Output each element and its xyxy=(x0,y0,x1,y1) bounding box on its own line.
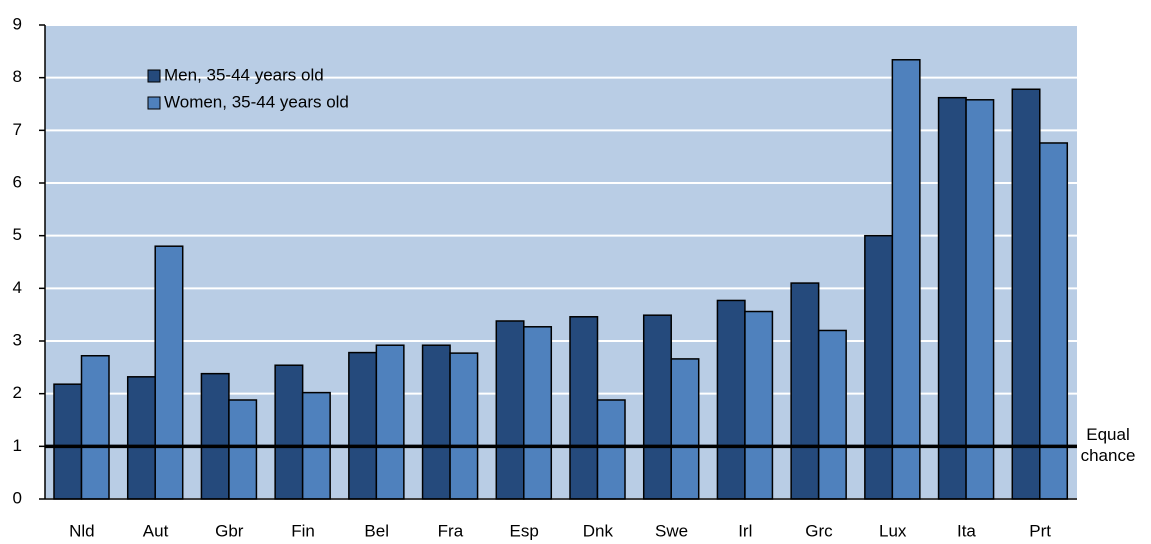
bar xyxy=(495,320,525,500)
bar xyxy=(817,329,847,500)
y-tick-label: 6 xyxy=(13,172,22,191)
x-tick-label: Fra xyxy=(438,521,464,540)
legend-label: Women, 35-44 years old xyxy=(164,92,349,111)
bar xyxy=(1011,88,1041,500)
x-tick-label: Bel xyxy=(364,521,389,540)
bar xyxy=(200,372,230,500)
x-tick-label: Aut xyxy=(143,521,169,540)
reference-label: chance xyxy=(1081,446,1136,465)
x-tick-label: Nld xyxy=(69,521,95,540)
x-tick-label: Fin xyxy=(291,521,315,540)
x-tick-label: Esp xyxy=(509,521,538,540)
x-tick-label: Swe xyxy=(655,521,688,540)
bar xyxy=(154,245,184,500)
bar xyxy=(1039,142,1069,500)
bar xyxy=(642,314,672,500)
legend-swatch xyxy=(147,69,161,83)
y-tick-label: 9 xyxy=(13,14,22,33)
x-tick-label: Irl xyxy=(738,521,752,540)
bar xyxy=(375,344,405,500)
bar xyxy=(790,282,820,500)
bar xyxy=(228,399,258,500)
bar xyxy=(523,326,553,500)
bar xyxy=(421,344,451,500)
y-tick-label: 8 xyxy=(13,67,22,86)
bar xyxy=(744,310,774,500)
x-tick-label: Lux xyxy=(879,521,907,540)
y-tick-label: 7 xyxy=(13,120,22,139)
x-tick-label: Dnk xyxy=(583,521,614,540)
bar xyxy=(126,376,156,500)
y-tick-label: 4 xyxy=(13,278,22,297)
x-tick-label: Grc xyxy=(805,521,833,540)
y-tick-label: 0 xyxy=(13,488,22,507)
bar xyxy=(80,354,110,500)
bar xyxy=(670,358,700,500)
y-tick-label: 2 xyxy=(13,383,22,402)
bar xyxy=(274,364,304,500)
y-tick-label: 3 xyxy=(13,330,22,349)
bar xyxy=(864,234,894,500)
bar xyxy=(965,99,995,500)
legend-label: Men, 35-44 years old xyxy=(164,65,324,84)
bar xyxy=(716,299,746,500)
x-tick-label: Prt xyxy=(1029,521,1051,540)
legend-swatch xyxy=(147,96,161,110)
x-tick-label: Ita xyxy=(957,521,976,540)
bar xyxy=(449,352,479,500)
bar xyxy=(53,383,83,500)
bar xyxy=(937,96,967,500)
reference-label: Equal xyxy=(1086,425,1129,444)
y-tick-label: 5 xyxy=(13,225,22,244)
y-tick-label: 1 xyxy=(13,436,22,455)
x-tick-label: Gbr xyxy=(215,521,244,540)
bar xyxy=(569,316,599,500)
bar xyxy=(891,59,921,500)
bar xyxy=(348,351,378,500)
bar xyxy=(596,399,626,500)
